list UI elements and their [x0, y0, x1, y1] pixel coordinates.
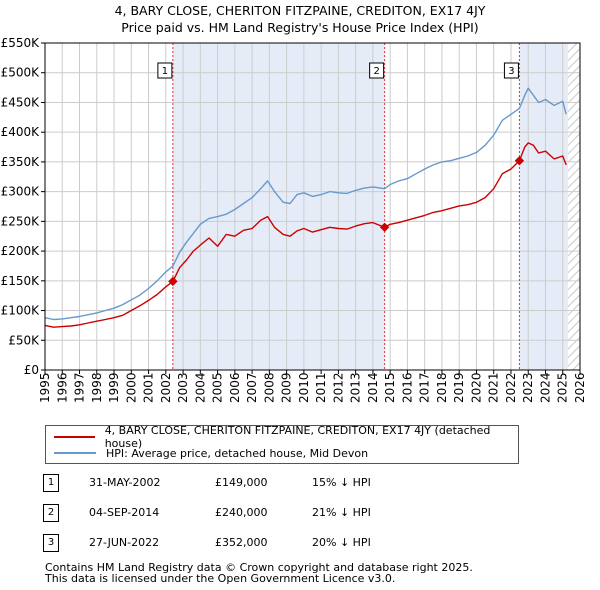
sale-number-badge: 2: [43, 504, 59, 522]
sale-hpi-diff: 20% ↓ HPI: [312, 536, 371, 549]
x-tick-label: 1999: [107, 372, 121, 403]
y-tick-label: £400K: [1, 125, 41, 139]
sale-price: £352,000: [215, 536, 268, 549]
y-tick-label: £200K: [1, 244, 41, 258]
sale-label-box: [369, 62, 385, 79]
x-tick-label: 2021: [487, 372, 501, 403]
y-tick-label: £250K: [1, 214, 41, 228]
x-tick-label: 2020: [469, 372, 483, 403]
y-tick-label: £500K: [1, 66, 41, 80]
x-tick-label: 1996: [55, 372, 69, 403]
x-tick-label: 2017: [418, 372, 432, 403]
y-tick-label: £550K: [1, 36, 41, 50]
sale-label-text: 2: [373, 66, 379, 77]
sale-price: £149,000: [215, 476, 268, 489]
sale-row: 3 27-JUN-2022 £352,000 20% ↓ HPI: [40, 533, 440, 553]
x-tick-label: 2008: [262, 372, 276, 403]
price-chart: 1 2 3 £0 £50K £100K £150K £200K £250K £300K £350K…: [1, 36, 587, 403]
y-tick-label: £50K: [8, 333, 40, 347]
footer-notice: Contains HM Land Registry data © Crown c…: [45, 562, 473, 584]
x-tick-label: 1997: [73, 372, 87, 403]
sale-row: 1 31-MAY-2002 £149,000 15% ↓ HPI: [40, 473, 440, 493]
sale-date: 31-MAY-2002: [89, 476, 161, 489]
legend-label-hpi: HPI: Average price, detached house, Mid …: [106, 446, 369, 460]
x-tick-label: 2000: [124, 372, 138, 403]
ownership-shade: [172, 43, 385, 370]
x-tick-label: 2006: [228, 372, 242, 403]
sale-label-box: [503, 62, 519, 79]
y-tick-label: £150K: [1, 274, 41, 288]
x-tick-label: 2015: [383, 372, 397, 403]
y-tick-label: £0: [24, 363, 39, 377]
x-tick-label: 2005: [211, 372, 225, 403]
sale-date: 04-SEP-2014: [89, 506, 160, 519]
x-tick-label: 2018: [435, 372, 449, 403]
y-tick-label: £450K: [1, 95, 41, 109]
footer-licence: This data is licensed under the Open Gov…: [45, 572, 396, 585]
x-tick-label: 2014: [366, 372, 380, 403]
x-tick-label: 2024: [538, 372, 552, 403]
sale-point-marker: [379, 222, 390, 233]
sale-label-text: 3: [508, 66, 514, 77]
sale-row: 2 04-SEP-2014 £240,000 21% ↓ HPI: [40, 503, 440, 523]
sale-label-text: 1: [162, 66, 168, 77]
sale-point-marker: [514, 156, 525, 166]
legend-item-property: 4, BARY CLOSE, CHERITON FITZPAINE, CREDI…: [54, 424, 518, 450]
chart-title: 4, BARY CLOSE, CHERITON FITZPAINE, CREDI…: [0, 2, 600, 36]
legend-swatch-hpi: [54, 452, 96, 454]
series-line-hpi: [44, 87, 567, 321]
x-tick-label: 2011: [314, 372, 328, 403]
x-tick-label: 2004: [193, 372, 207, 403]
x-tick-label: 2009: [280, 372, 294, 403]
x-tick-label: 2003: [176, 372, 190, 403]
x-tick-label: 1995: [38, 372, 52, 403]
x-tick-label: 2026: [573, 372, 587, 403]
y-tick-label: £300K: [1, 185, 41, 199]
y-tick-label: £100K: [1, 304, 41, 318]
legend-label-property: 4, BARY CLOSE, CHERITON FITZPAINE, CREDI…: [104, 424, 491, 450]
x-tick-label: 2012: [331, 372, 345, 403]
chart-legend: 4, BARY CLOSE, CHERITON FITZPAINE, CREDI…: [45, 424, 519, 464]
x-tick-label: 1998: [90, 372, 104, 403]
x-tick-label: 2010: [297, 372, 311, 403]
sale-price: £240,000: [215, 506, 268, 519]
x-tick-label: 2022: [504, 372, 518, 403]
sale-hpi-diff: 21% ↓ HPI: [312, 506, 371, 519]
plot-frame: [44, 42, 581, 371]
chart-title-line2: Price paid vs. HM Land Registry's House …: [121, 20, 479, 35]
sale-hpi-diff: 15% ↓ HPI: [312, 476, 371, 489]
chart-title-line1: 4, BARY CLOSE, CHERITON FITZPAINE, CREDI…: [114, 3, 486, 18]
x-tick-label: 2002: [159, 372, 173, 403]
x-tick-label: 2023: [521, 372, 535, 403]
x-tick-label: 2025: [556, 372, 570, 403]
legend-item-hpi: HPI: Average price, detached house, Mid …: [54, 445, 368, 461]
ownership-shade: [519, 43, 568, 370]
sale-label-box: [157, 62, 173, 79]
x-tick-label: 2016: [400, 372, 414, 403]
x-tick-label: 2007: [245, 372, 259, 403]
footer-copyright: Contains HM Land Registry data © Crown c…: [45, 561, 473, 574]
sale-number-badge: 3: [43, 534, 59, 552]
x-tick-label: 2019: [452, 372, 466, 403]
x-tick-label: 2013: [349, 372, 363, 403]
sale-date: 27-JUN-2022: [89, 536, 160, 549]
x-tick-label: 2001: [142, 372, 156, 403]
series-line-property: [44, 142, 567, 328]
sale-number-badge: 1: [43, 474, 59, 492]
sale-point-marker: [168, 276, 178, 287]
y-tick-label: £350K: [1, 155, 41, 169]
forecast-hatch: [567, 43, 580, 370]
legend-swatch-property: [54, 436, 95, 438]
